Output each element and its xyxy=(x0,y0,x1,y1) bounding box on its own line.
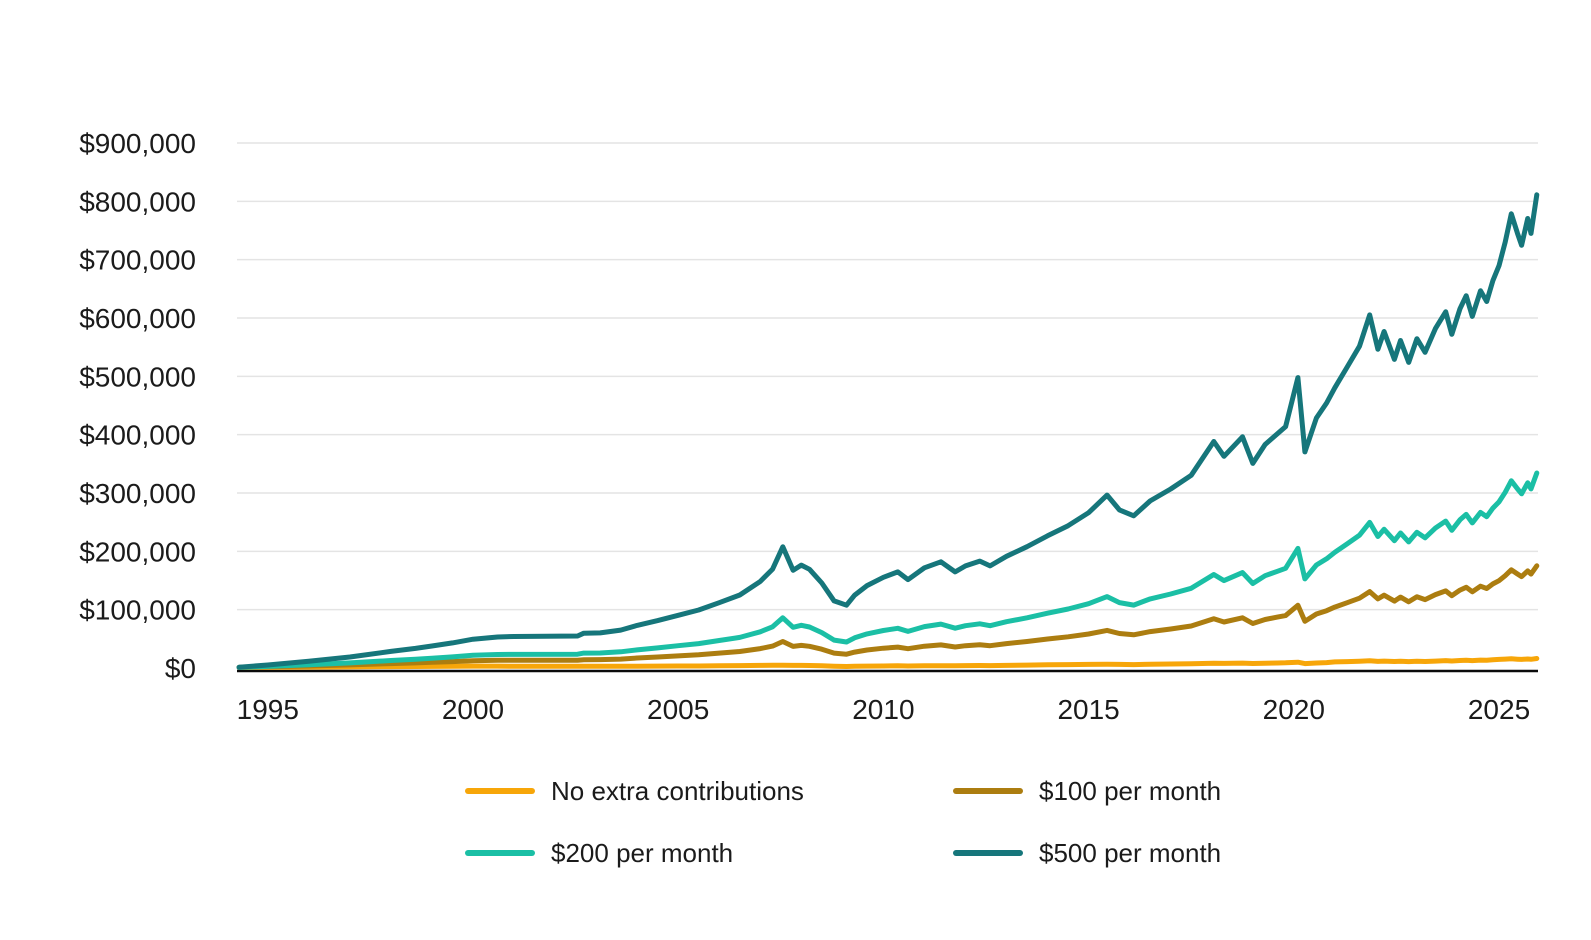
series-line--500-per-month xyxy=(236,192,1540,670)
y-tick-label: $600,000 xyxy=(79,303,196,334)
legend-swatch xyxy=(465,850,535,856)
legend-label: No extra contributions xyxy=(551,775,804,806)
y-tick-label: $400,000 xyxy=(79,420,196,451)
legend-swatch xyxy=(465,788,535,794)
x-tick-label: 2020 xyxy=(1263,694,1325,725)
legend-label: $100 per month xyxy=(1039,775,1222,806)
x-tick-label: 2000 xyxy=(442,694,504,725)
legend-item-no-extra-contributions: No extra contributions xyxy=(465,776,804,806)
y-tick-label: $300,000 xyxy=(79,478,196,509)
series-line--200-per-month xyxy=(236,470,1540,670)
y-tick-label: $900,000 xyxy=(79,128,196,159)
x-tick-label: 2015 xyxy=(1057,694,1119,725)
x-tick-label: 2010 xyxy=(852,694,914,725)
y-tick-label: $700,000 xyxy=(79,245,196,276)
y-tick-label: $200,000 xyxy=(79,536,196,567)
x-tick-label: 1995 xyxy=(237,694,299,725)
series-line--100-per-month xyxy=(236,563,1540,670)
legend-label: $500 per month xyxy=(1039,837,1222,868)
legend-swatch xyxy=(953,850,1023,856)
legend-swatch xyxy=(953,788,1023,794)
x-tick-label: 2005 xyxy=(647,694,709,725)
y-tick-label: $100,000 xyxy=(79,595,196,626)
series-line-no-extra-contributions xyxy=(236,656,1540,670)
legend-item-200-per-month: $200 per month xyxy=(465,838,733,868)
x-tick-label: 2025 xyxy=(1468,694,1530,725)
y-tick-label: $800,000 xyxy=(79,186,196,217)
legend-label: $200 per month xyxy=(551,837,734,868)
legend-item-100-per-month: $100 per month xyxy=(953,776,1221,806)
legend-item-500-per-month: $500 per month xyxy=(953,838,1221,868)
y-tick-label: $0 xyxy=(165,653,196,684)
y-tick-label: $500,000 xyxy=(79,361,196,392)
